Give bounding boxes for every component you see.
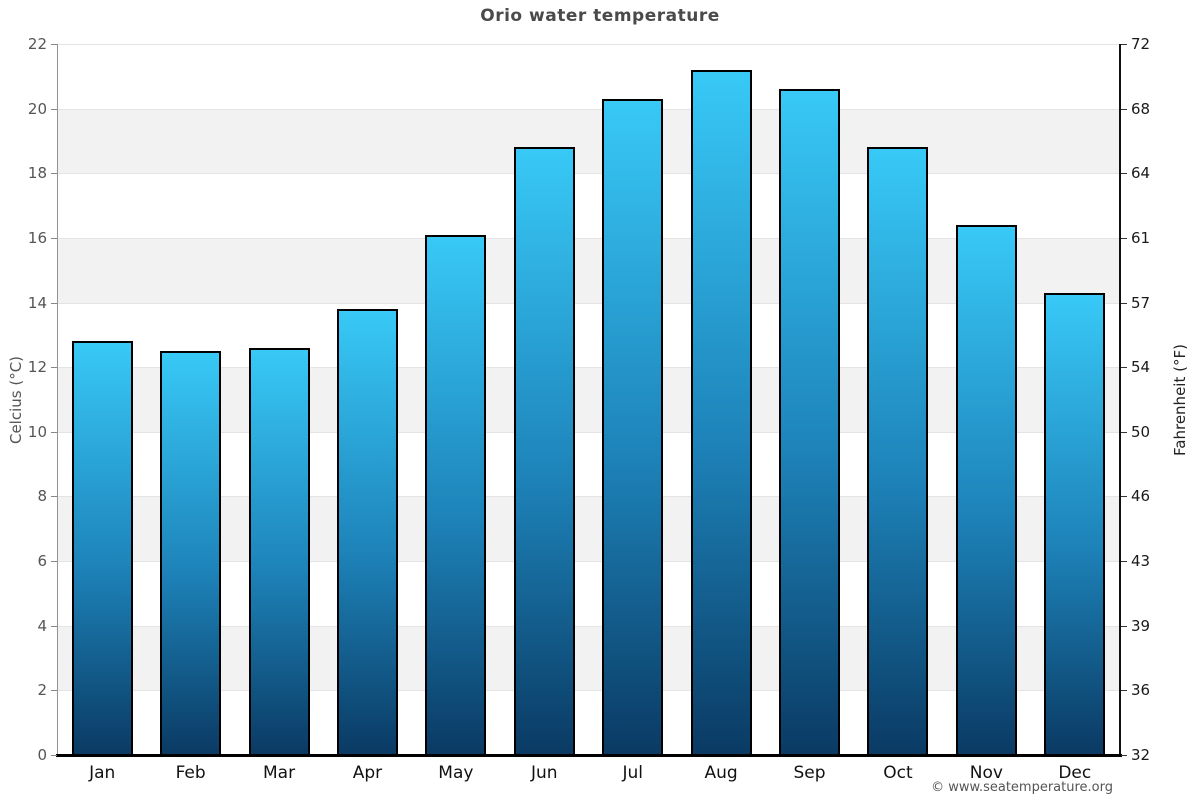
y-tick-label-celsius: 0 (37, 746, 47, 764)
y-tick-right (1121, 690, 1127, 692)
y-tick-left (51, 44, 57, 45)
plot-band (58, 108, 1119, 174)
y-tick-label-celsius: 12 (27, 358, 47, 377)
bar-jun (513, 147, 575, 755)
bar-oct (867, 147, 929, 755)
y-tick-right (1121, 431, 1127, 433)
y-tick-label-celsius: 6 (37, 552, 47, 571)
x-tick-label-may: May (438, 763, 474, 783)
y-tick-left (51, 561, 57, 563)
y-tick-label-fahrenheit: 72 (1131, 35, 1151, 53)
y-tick-label-celsius: 2 (37, 681, 47, 700)
bar-aug (690, 69, 752, 755)
y-tick-left (51, 108, 57, 110)
y-tick-left (51, 237, 57, 239)
y-tick-label-celsius: 22 (27, 35, 47, 53)
x-tick-label-apr: Apr (352, 763, 383, 783)
y-tick-label-fahrenheit: 68 (1131, 99, 1151, 118)
x-tick-label-feb: Feb (175, 763, 206, 783)
x-tick-label-jun: Jun (531, 763, 558, 783)
y-tick-right (1121, 367, 1127, 369)
y-tick-label-celsius: 4 (37, 616, 47, 635)
plot-band (58, 237, 1119, 303)
y-tick-label-fahrenheit: 39 (1131, 616, 1151, 635)
y-tick-right (1121, 302, 1127, 304)
y-tick-label-celsius: 10 (27, 422, 47, 441)
plot-band (58, 496, 1119, 562)
x-tick-label-jan: Jan (89, 763, 116, 783)
y-tick-right (1121, 237, 1127, 239)
bar-sep (779, 89, 841, 755)
y-tick-label-fahrenheit: 61 (1131, 228, 1151, 247)
y-tick-left (51, 496, 57, 498)
y-tick-label-fahrenheit: 32 (1131, 746, 1151, 764)
x-tick-label-jul: Jul (622, 763, 643, 783)
x-tick-label-mar: Mar (262, 763, 296, 783)
y-tick-label-fahrenheit: 50 (1131, 422, 1151, 441)
x-tick-label-dec: Dec (1058, 763, 1092, 783)
plot-band (58, 367, 1119, 432)
y-tick-label-fahrenheit: 43 (1131, 552, 1151, 571)
y-tick-left (51, 431, 57, 433)
bar-nov (955, 224, 1017, 755)
y-axis-left-spine (57, 44, 58, 755)
y-tick-left (51, 690, 57, 692)
y-tick-label-fahrenheit: 54 (1131, 358, 1151, 377)
y-tick-label-fahrenheit: 64 (1131, 164, 1151, 183)
y-tick-right (1121, 44, 1127, 45)
y-axis-right-spine (1119, 44, 1121, 755)
plot-band (58, 302, 1119, 368)
y-tick-left (51, 625, 57, 627)
y-tick-left (51, 302, 57, 304)
y-tick-right (1121, 755, 1127, 756)
y-tick-left (51, 173, 57, 175)
plot-band (58, 173, 1119, 238)
y-axis-title-fahrenheit: Fahrenheit (°F) (1171, 344, 1189, 456)
bar-dec (1044, 292, 1106, 755)
plot-area (58, 44, 1119, 755)
y-tick-label-fahrenheit: 46 (1131, 487, 1151, 506)
copyright-text: © www.seatemperature.org (931, 780, 1113, 795)
chart-title: Orio water temperature (480, 6, 720, 26)
y-tick-label-celsius: 16 (27, 228, 47, 247)
x-tick-label-aug: Aug (704, 763, 738, 783)
bar-mar (248, 347, 310, 755)
y-axis-title-celsius: Celcius (°C) (7, 355, 25, 445)
y-tick-right (1121, 561, 1127, 563)
bar-apr (336, 309, 398, 755)
y-tick-left (51, 367, 57, 369)
plot-band (58, 431, 1119, 497)
bar-feb (160, 351, 222, 755)
x-tick-label-sep: Sep (793, 763, 826, 783)
y-tick-left (51, 755, 57, 756)
plot-band (58, 44, 1119, 109)
y-tick-right (1121, 173, 1127, 175)
bar-jan (71, 341, 133, 755)
y-tick-label-fahrenheit: 57 (1131, 293, 1151, 312)
x-tick-label-oct: Oct (883, 763, 913, 783)
y-tick-label-celsius: 18 (27, 164, 47, 183)
y-tick-label-celsius: 8 (37, 487, 47, 506)
y-tick-label-fahrenheit: 36 (1131, 681, 1151, 700)
y-tick-right (1121, 496, 1127, 498)
plot-band (58, 561, 1119, 626)
y-tick-right (1121, 625, 1127, 627)
y-tick-right (1121, 108, 1127, 110)
x-axis-baseline (56, 754, 1122, 757)
bar-may (425, 234, 487, 755)
plot-band (58, 690, 1119, 755)
y-tick-label-celsius: 14 (27, 293, 47, 312)
y-tick-label-celsius: 20 (27, 99, 47, 118)
x-tick-label-nov: Nov (969, 763, 1003, 783)
bar-jul (602, 98, 664, 755)
plot-band (58, 625, 1119, 691)
